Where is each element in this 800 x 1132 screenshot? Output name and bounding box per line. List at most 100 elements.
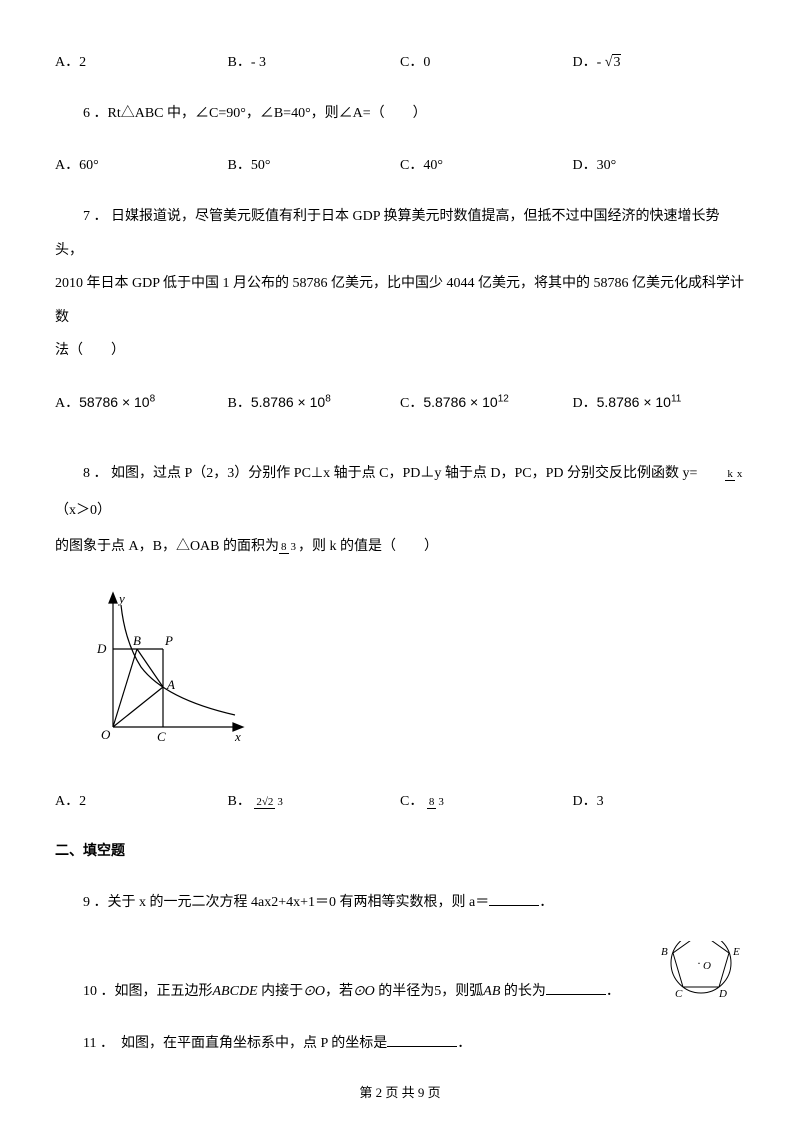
q10-a: 10 ．如图，正五边形 [83,984,213,999]
q8-graph: y x O D B P A C [85,587,745,761]
q8-f1-num: k [725,468,735,481]
q11-period: ． [457,1036,471,1051]
q10-abcde: ABCDE [213,984,258,999]
penta-d: D [718,988,727,999]
q11-text: 11 ． 如图，在平面直角坐标系中，点 P 的坐标是 ． [55,1027,745,1061]
section-fill-blank-title: 二、填空题 [55,839,745,864]
point-b-label: B [133,633,141,648]
q10-c: ，若 [325,984,353,999]
point-c-label: C [157,729,166,744]
q6-text: 6 ．Rt△ABC 中，∠C=90°，∠B=40°，则∠A=（ ） [55,97,745,131]
q7-opt-a: A．58786 × 108 [55,390,228,416]
q10-d: 的半径为 [375,984,435,999]
q8-b-num: 2√2 [254,796,275,809]
q5-opt-c: C．0 [400,50,573,75]
q10-f: 的长为 [500,984,546,999]
fraction-icon: 83 [427,796,446,808]
q8-opt-b: B． 2√23 [228,789,401,814]
q5-opt-d: D．- 3 [573,50,746,75]
sqrt-radicand: 3 [612,54,621,70]
q10-o2: ⊙O [353,984,375,999]
q7-b-prefix: B． [228,396,251,411]
q8-text: 8 ． 如图，过点 P（2，3）分别作 PC⊥x 轴于点 C，PD⊥y 轴于点 … [55,456,745,565]
q8-b-den: 3 [275,796,285,808]
page-footer: 第 2 页 共 9 页 [0,1081,800,1104]
q7-a-val: 58786 × 10 [79,394,149,410]
penta-b: B [661,946,668,958]
q10-text: 10 ．如图，正五边形ABCDE 内接于⊙O，若⊙O 的半径为5，则弧AB 的长… [55,941,745,1009]
q8-f2-num: 8 [279,541,289,554]
q8-c-num: 8 [427,796,437,809]
q6-options: A．60° B．50° C．40° D．30° [55,153,745,178]
pentagon-circle-icon: A B C D E · O [657,941,745,999]
q7-d-val: 5.8786 × 10 [597,394,671,410]
fraction-icon: kx [697,468,744,480]
penta-e: E [732,946,740,958]
q8-c-den: 3 [436,796,446,808]
q8-f2-den: 3 [289,541,299,553]
q11-body: 11 ． 如图，在平面直角坐标系中，点 P 的坐标是 [83,1036,387,1051]
q7-c-prefix: C． [400,396,423,411]
q8-b-prefix: B． [228,794,251,809]
penta-c: C [675,988,683,999]
q7-a-prefix: A． [55,396,79,411]
q7-opt-c: C．5.8786 × 1012 [400,390,573,416]
q5-opt-a: A．2 [55,50,228,75]
q10-ab: AB [483,984,500,999]
point-d-label: D [96,641,107,656]
q6-opt-c: C．40° [400,153,573,178]
q7-line1: 7 ． 日媒报道说，尽管美元贬值有利于日本 GDP 换算美元时数值提高，但抵不过… [55,200,745,267]
q5-opt-d-prefix: D．- [573,55,602,70]
q10-pentagon: A B C D E · O [657,941,745,1008]
q5-opt-b: B．- 3 [228,50,401,75]
q8-line1a: 8 ． 如图，过点 P（2，3）分别作 PC⊥x 轴于点 C，PD⊥y 轴于点 … [83,466,697,481]
q10-e: ，则弧 [441,984,483,999]
axis-y-label: y [117,591,125,606]
q8-opt-c: C． 83 [400,789,573,814]
q7-d-prefix: D． [573,396,597,411]
point-p-label: P [164,633,173,648]
q7-options: A．58786 × 108 B．5.8786 × 108 C．5.8786 × … [55,390,745,416]
q9-body: 9 ．关于 x 的一元二次方程 4ax2+4x+1＝0 有两相等实数根，则 a＝ [83,895,489,910]
origin-label: O [101,727,111,742]
penta-o: O [703,960,711,972]
q8-f1-den: x [735,468,745,480]
q7-opt-d: D．5.8786 × 1011 [573,390,746,416]
q8-c-prefix: C． [400,794,423,809]
q7-c-exp: 12 [498,393,509,404]
q8-options: A．2 B． 2√23 C． 83 D．3 [55,789,745,814]
q7-text: 7 ． 日媒报道说，尽管美元贬值有利于日本 GDP 换算美元时数值提高，但抵不过… [55,200,745,368]
coordinate-graph-icon: y x O D B P A C [85,587,250,752]
q7-line3: 法（ ） [55,334,745,368]
q6-opt-d: D．30° [573,153,746,178]
q6-opt-a: A．60° [55,153,228,178]
q6-opt-b: B．50° [228,153,401,178]
penta-dot: · [697,956,701,970]
axis-x-label: x [234,729,241,744]
q7-b-val: 5.8786 × 10 [251,394,325,410]
blank-input[interactable] [387,1033,457,1047]
q8-opt-a: A．2 [55,789,228,814]
q7-b-exp: 8 [325,393,331,404]
q10-o1: ⊙O [303,984,325,999]
blank-input[interactable] [546,981,606,995]
sqrt-icon: 3 [605,50,622,75]
q10-period: ． [606,984,620,999]
q7-d-exp: 11 [671,393,681,404]
q8-line2a: 的图象于点 A，B，△OAB 的面积为 [55,539,279,554]
point-a-label: A [166,677,175,692]
q9-period: ． [539,895,553,910]
q10-b: 内接于 [258,984,304,999]
q8-opt-d: D．3 [573,789,746,814]
fraction-icon: 2√23 [254,796,285,808]
q7-a-exp: 8 [150,393,156,404]
q5-options: A．2 B．- 3 C．0 D．- 3 [55,50,745,75]
q8-line1b: （x＞0） [55,503,111,518]
q7-c-val: 5.8786 × 10 [423,394,497,410]
q8-line2b: ，则 k 的值是（ ） [298,539,438,554]
fraction-icon: 83 [279,541,298,553]
q9-text: 9 ．关于 x 的一元二次方程 4ax2+4x+1＝0 有两相等实数根，则 a＝… [55,886,745,920]
q7-line2: 2010 年日本 GDP 低于中国 1 月公布的 58786 亿美元，比中国少 … [55,267,745,334]
blank-input[interactable] [489,892,539,906]
q7-opt-b: B．5.8786 × 108 [228,390,401,416]
